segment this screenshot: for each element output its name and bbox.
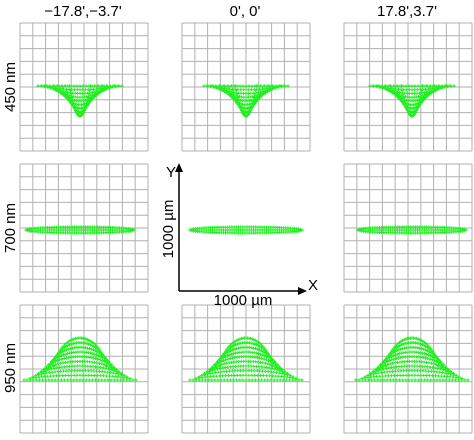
spot-panel [19, 22, 149, 152]
spot [188, 336, 304, 382]
spot [356, 225, 468, 235]
spot-panel [181, 304, 311, 434]
spot-panel [343, 163, 473, 293]
spot-panel [188, 225, 304, 235]
row-label: 700 nm [2, 203, 19, 253]
spot [188, 225, 304, 235]
row-label: 450 nm [2, 62, 19, 112]
spot [22, 336, 138, 382]
column-header: 17.8',3.7' [377, 3, 437, 20]
spot [24, 225, 136, 235]
scale-label: 1000 µm [160, 200, 177, 259]
spot [36, 84, 124, 118]
arrowhead [175, 163, 183, 172]
scale-label: 1000 µm [214, 292, 273, 309]
column-header: −17.8',−3.7' [44, 3, 122, 20]
spot-panel [19, 163, 149, 293]
arrowhead [298, 287, 307, 295]
axes-indicator: Y X 1000 µm 1000 µm [160, 163, 318, 309]
spot-panel [343, 304, 473, 434]
row-label: 950 nm [2, 343, 19, 393]
spot [368, 84, 456, 118]
spot-panel [181, 22, 311, 152]
axis-label: Y [166, 164, 176, 181]
spot-panel [19, 304, 149, 434]
spot [202, 84, 290, 118]
spot [354, 336, 470, 382]
column-header: 0', 0' [230, 3, 261, 20]
spot-panel [343, 22, 473, 152]
axis-label: X [308, 277, 318, 294]
